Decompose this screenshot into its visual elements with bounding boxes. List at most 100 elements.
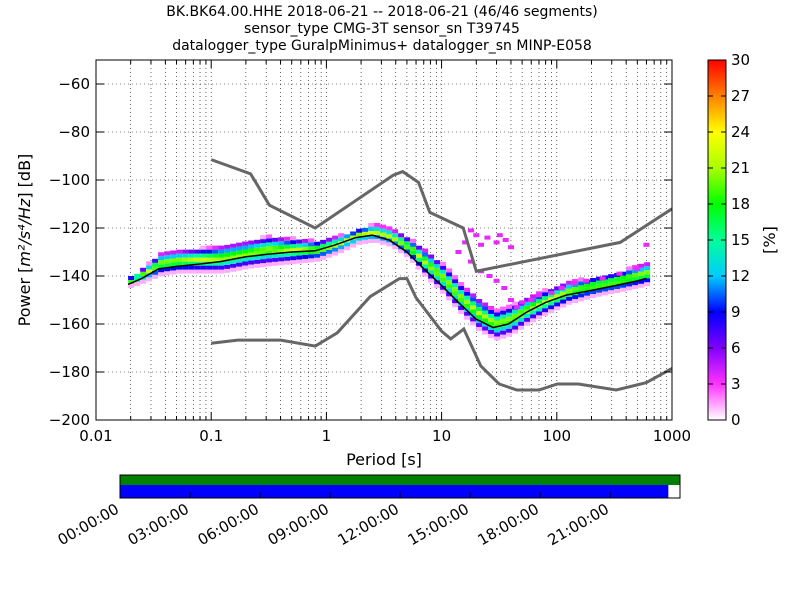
pdf-cell <box>524 313 531 318</box>
pdf-cell <box>320 243 327 248</box>
median-curve <box>127 234 647 329</box>
pdf-cell <box>290 260 297 265</box>
pdf-cell <box>452 291 459 296</box>
pdf-cell <box>332 251 339 256</box>
pdf-cell <box>536 315 543 320</box>
pdf-cell <box>254 255 261 260</box>
pdf-cell <box>608 282 615 287</box>
pdf-outlier-cell <box>468 259 475 264</box>
pdf-cell <box>236 262 243 267</box>
pdf-cell <box>152 258 159 263</box>
pdf-cell <box>548 301 555 306</box>
pdf-cell <box>398 237 405 242</box>
pdf-cell <box>188 261 195 266</box>
pdf-outlier-cell <box>493 278 500 283</box>
pdf-cell <box>308 254 315 259</box>
pdf-cell <box>626 274 633 279</box>
pdf-cell <box>494 336 501 341</box>
pdf-cell <box>440 269 447 274</box>
x-tick-label: 0.1 <box>199 427 223 445</box>
pdf-cell <box>230 259 237 264</box>
pdf-cell <box>260 247 267 252</box>
pdf-cell <box>470 305 477 310</box>
pdf-cell <box>536 295 543 300</box>
pdf-cell <box>536 307 543 312</box>
pdf-cell <box>452 287 459 292</box>
pdf-cell <box>314 257 321 262</box>
pdf-cell <box>236 246 243 251</box>
pdf-cell <box>512 325 519 330</box>
pdf-cell <box>236 250 243 255</box>
pdf-cell <box>446 276 453 281</box>
pdf-cell <box>392 237 399 242</box>
pdf-cell <box>284 260 291 265</box>
pdf-cell <box>320 247 327 252</box>
pdf-cell <box>182 261 189 266</box>
pdf-cell <box>578 289 585 294</box>
pdf-cell <box>464 287 471 292</box>
pdf-outlier-cell <box>484 235 491 240</box>
pdf-cell <box>326 241 333 246</box>
pdf-cell <box>194 249 201 254</box>
pdf-cell <box>524 321 531 326</box>
pdf-cell <box>638 271 645 276</box>
pdf-cell <box>266 246 273 251</box>
pdf-cell <box>290 244 297 249</box>
pdf-cell <box>620 271 627 276</box>
pdf-cell <box>218 261 225 266</box>
pdf-cell <box>188 265 195 270</box>
pdf-cell <box>284 248 291 253</box>
pdf-cell <box>404 245 411 250</box>
pdf-cell <box>134 273 141 278</box>
pdf-cell <box>644 274 651 279</box>
pdf-cell <box>380 228 387 233</box>
pdf-cell <box>500 314 507 319</box>
pdf-cell <box>188 249 195 254</box>
pdf-cell <box>260 263 267 268</box>
pdf-cell <box>164 259 171 264</box>
pdf-cell <box>458 306 465 311</box>
pdf-cell <box>170 266 177 271</box>
pdf-cell <box>200 249 207 254</box>
pdf-cell <box>272 237 279 242</box>
pdf-cell <box>230 247 237 252</box>
pdf-cell <box>638 263 645 268</box>
pdf-cell <box>206 253 213 258</box>
pdf-cell <box>350 243 357 248</box>
pdf-cell <box>506 304 513 309</box>
pdf-cell <box>284 252 291 257</box>
pdf-cell <box>572 295 579 300</box>
pdf-outlier-cell <box>513 305 520 310</box>
pdf-outlier-cell <box>535 293 542 298</box>
pdf-cell <box>410 250 417 255</box>
pdf-cell <box>266 254 273 259</box>
pdf-outlier-cell <box>496 233 503 238</box>
pdf-cell <box>182 265 189 270</box>
pdf-cell <box>344 246 351 251</box>
pdf-cell <box>470 297 477 302</box>
pdf-cell <box>446 284 453 289</box>
pdf-cell <box>440 265 447 270</box>
pdf-cell <box>362 227 369 232</box>
pdf-cell <box>260 243 267 248</box>
pdf-cell <box>182 249 189 254</box>
pdf-cell <box>488 313 495 318</box>
pdf-cell <box>488 309 495 314</box>
pdf-cell <box>308 246 315 251</box>
pdf-cell <box>146 277 153 282</box>
y-tick-label: −200 <box>49 411 90 429</box>
pdf-cell <box>410 238 417 243</box>
pdf-cell <box>152 270 159 275</box>
pdf-cell <box>176 249 183 254</box>
y-tick-label: −160 <box>49 315 90 333</box>
pdf-cell <box>170 254 177 259</box>
pdf-cell <box>548 305 555 310</box>
pdf-cell <box>170 262 177 267</box>
pdf-cell <box>422 260 429 265</box>
pdf-outlier-cell <box>486 274 493 278</box>
pdf-cell <box>512 301 519 306</box>
pdf-cell <box>170 270 177 275</box>
pdf-cell <box>494 316 501 321</box>
pdf-cell <box>560 295 567 300</box>
pdf-cell <box>440 289 447 294</box>
